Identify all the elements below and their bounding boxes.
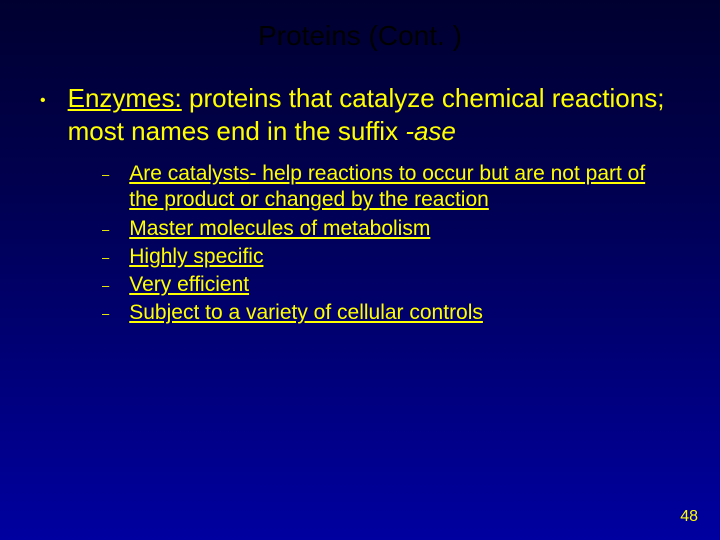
sub-bullet: – Very efficient bbox=[102, 272, 680, 298]
sub-bullet: – Master molecules of metabolism bbox=[102, 216, 680, 242]
sub-bullet: – Are catalysts- help reactions to occur… bbox=[102, 161, 680, 214]
dash-icon: – bbox=[102, 306, 109, 321]
page-number: 48 bbox=[680, 508, 698, 526]
slide: Proteins (Cont. ) • Enzymes: proteins th… bbox=[0, 0, 720, 540]
main-bullet-text: Enzymes: proteins that catalyze chemical… bbox=[68, 82, 680, 147]
sub-bullet-text: Highly specific bbox=[129, 244, 263, 270]
sub-bullet: – Highly specific bbox=[102, 244, 680, 270]
sub-bullet-text: Are catalysts- help reactions to occur b… bbox=[129, 161, 680, 214]
dash-icon: – bbox=[102, 250, 109, 265]
dash-icon: – bbox=[102, 222, 109, 237]
sub-lead: Are catalysts bbox=[129, 162, 249, 185]
sub-bullet-list: – Are catalysts- help reactions to occur… bbox=[102, 161, 680, 327]
sub-bullet-text: Master molecules of metabolism bbox=[129, 216, 430, 242]
bullet-icon: • bbox=[40, 92, 46, 110]
enzymes-label: Enzymes: bbox=[68, 83, 182, 113]
sub-bullet: – Subject to a variety of cellular contr… bbox=[102, 300, 680, 326]
main-bullet: • Enzymes: proteins that catalyze chemic… bbox=[40, 82, 680, 147]
main-bullet-italic: -ase bbox=[405, 116, 456, 146]
dash-icon: – bbox=[102, 278, 109, 293]
slide-title: Proteins (Cont. ) bbox=[0, 0, 720, 62]
sub-bullet-text: Very efficient bbox=[129, 272, 249, 298]
slide-content: • Enzymes: proteins that catalyze chemic… bbox=[0, 62, 720, 327]
sub-bullet-text: Subject to a variety of cellular control… bbox=[129, 300, 483, 326]
dash-icon: – bbox=[102, 167, 109, 182]
